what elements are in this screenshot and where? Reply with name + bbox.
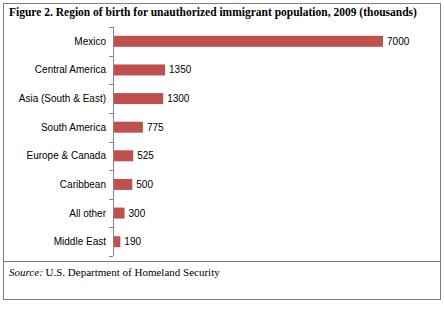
category-tick (109, 56, 113, 57)
figure-frame (4, 4, 441, 300)
category-tick (109, 256, 113, 257)
bar (113, 36, 383, 47)
category-label: Middle East (54, 236, 106, 247)
chart-svg: Figure 2. Region of birth for unauthoriz… (0, 0, 444, 310)
category-label: Caribbean (60, 179, 106, 190)
category-label: Central America (35, 64, 107, 75)
category-axis (113, 27, 114, 256)
category-label: Europe & Canada (26, 150, 106, 161)
category-label: Asia (South & East) (19, 93, 106, 104)
chart-title: Figure 2. Region of birth for unauthoriz… (9, 6, 417, 19)
category-tick (109, 142, 113, 143)
category-tick (109, 84, 113, 85)
category-label: All other (69, 208, 106, 219)
category-tick (109, 170, 113, 171)
bar (113, 64, 165, 75)
category-label: Mexico (74, 36, 106, 47)
bar (113, 208, 125, 219)
category-label: South America (41, 122, 106, 133)
data-label: 525 (137, 150, 154, 161)
category-tick (109, 199, 113, 200)
bar (113, 179, 132, 190)
data-label: 300 (129, 208, 146, 219)
data-label: 1300 (167, 93, 190, 104)
bar (113, 236, 120, 247)
bar (113, 122, 143, 133)
data-label: 190 (124, 236, 141, 247)
bar (113, 150, 133, 161)
data-label: 775 (147, 122, 164, 133)
bar (113, 93, 163, 104)
data-label: 500 (136, 179, 153, 190)
separator (4, 261, 440, 262)
chart-root: Figure 2. Region of birth for unauthoriz… (0, 0, 444, 310)
source-note: Source: U.S. Department of Homeland Secu… (9, 266, 220, 278)
category-tick (109, 113, 113, 114)
category-tick (109, 27, 113, 28)
bars (113, 36, 383, 247)
data-label: 7000 (387, 36, 410, 47)
category-tick (109, 227, 113, 228)
data-label: 1350 (169, 64, 192, 75)
